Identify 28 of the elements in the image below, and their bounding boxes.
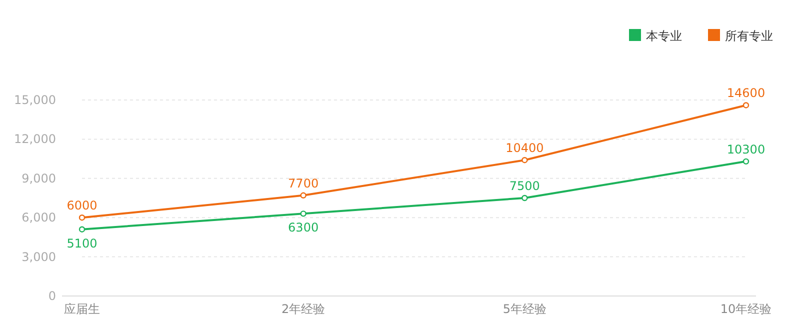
y-tick-label: 6,000 [22, 210, 56, 225]
y-tick-label: 15,000 [14, 93, 56, 107]
x-tick-label: 10年经验 [720, 302, 772, 316]
x-tick-label: 应届生 [64, 302, 100, 316]
data-label: 14600 [726, 86, 766, 100]
data-label: 10300 [726, 142, 766, 156]
data-label: 6000 [66, 198, 98, 213]
y-tick-label: 9,000 [22, 171, 56, 186]
point [78, 214, 86, 221]
point [522, 194, 528, 202]
x-tick-label: 2年经验 [282, 302, 326, 316]
y-tick-label: 12,000 [14, 132, 56, 146]
y-tick-label: 3,000 [22, 250, 56, 264]
legend-label: 本专业 [646, 29, 682, 43]
data-label: 10400 [506, 141, 544, 156]
point [742, 158, 750, 165]
x-tick-label: 5年经验 [502, 302, 546, 316]
point [78, 226, 86, 232]
y-tick-label: 0 [48, 289, 56, 303]
point [300, 192, 306, 198]
point [742, 102, 750, 108]
point [300, 210, 306, 217]
data-label: 7500 [509, 179, 540, 193]
point [522, 157, 528, 164]
data-label: 6300 [288, 220, 319, 235]
data-label: 7700 [288, 176, 319, 190]
data-label: 5100 [66, 236, 98, 250]
legend-label: 所有专业 [725, 29, 773, 43]
